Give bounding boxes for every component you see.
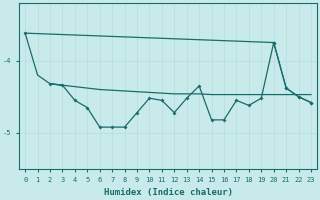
X-axis label: Humidex (Indice chaleur): Humidex (Indice chaleur) xyxy=(104,188,233,197)
